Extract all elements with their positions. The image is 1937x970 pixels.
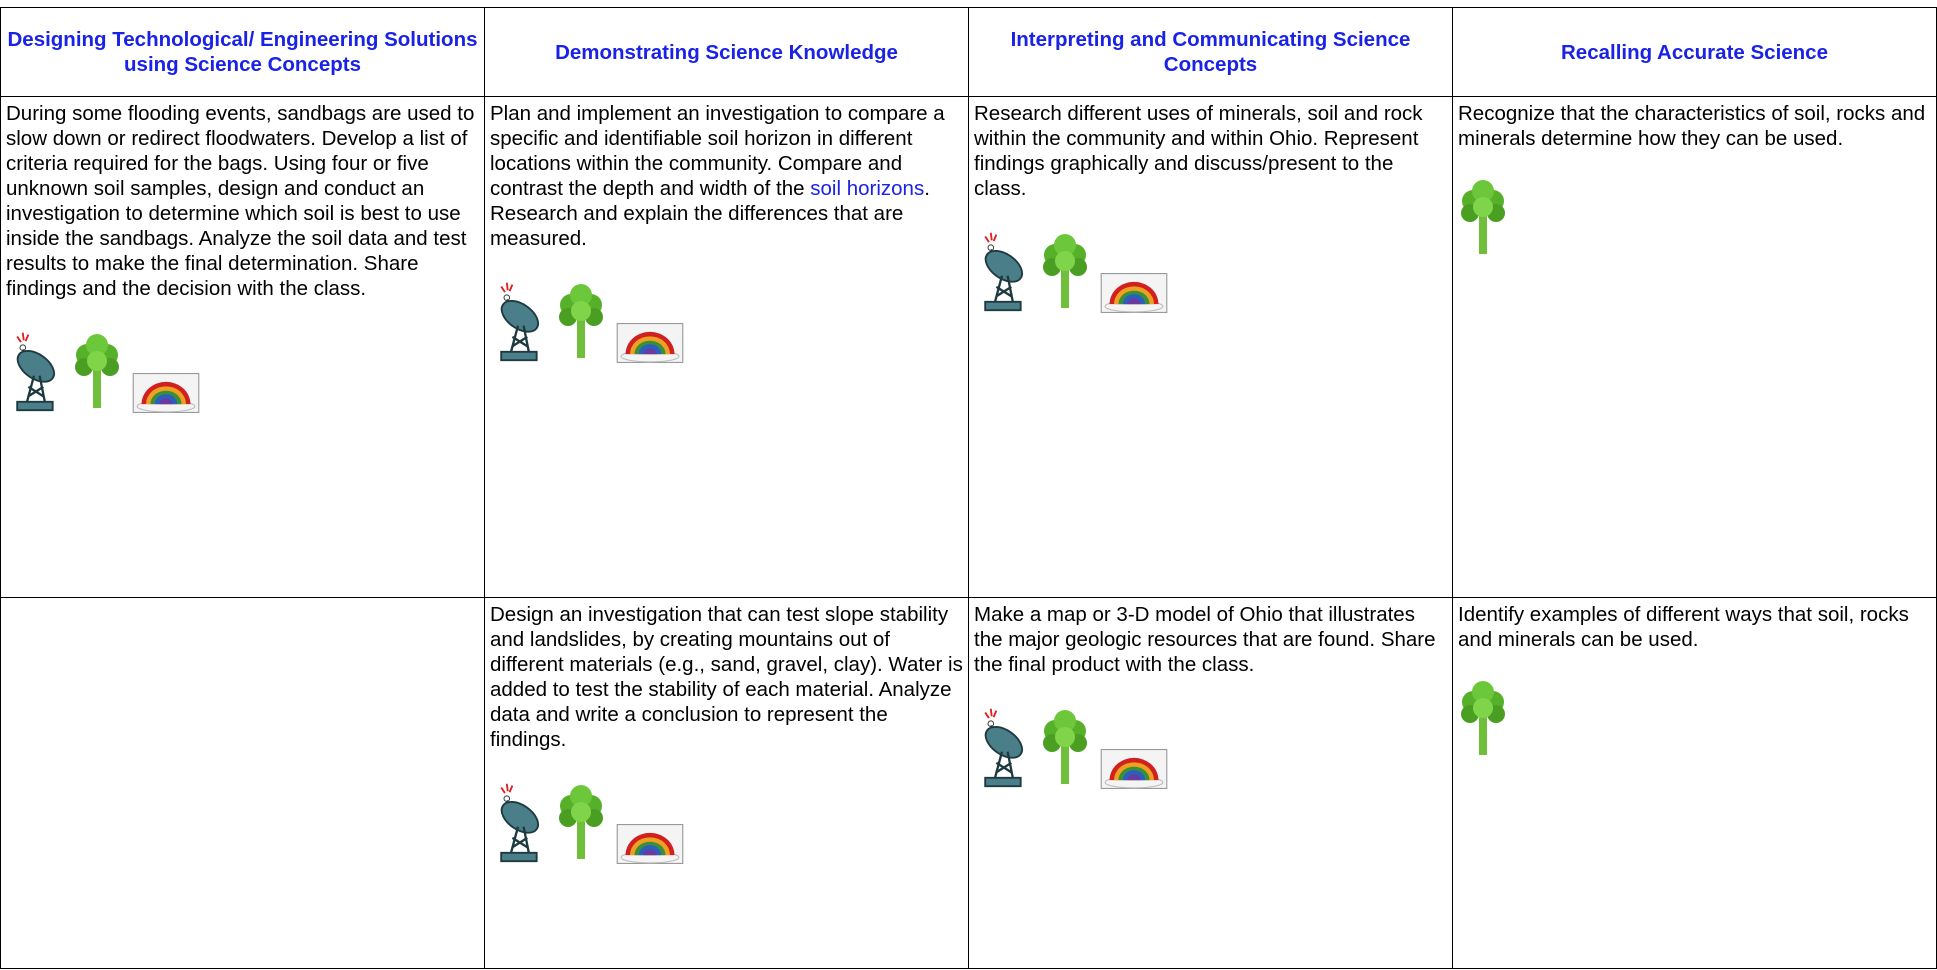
- gauge-icon: [616, 323, 684, 363]
- table-cell: Make a map or 3-D model of Ohio that ill…: [968, 597, 1453, 969]
- satellite-icon: [490, 279, 546, 363]
- header-cell: Interpreting and Communicating Science C…: [968, 7, 1453, 97]
- table-cell: Design an investigation that can test sl…: [484, 597, 969, 969]
- table-cell: Identify examples of different ways that…: [1452, 597, 1937, 969]
- tree-icon: [556, 784, 606, 864]
- cell-text: Design an investigation that can test sl…: [490, 603, 963, 751]
- icon-group: [1458, 680, 1931, 760]
- cell-text: Make a map or 3-D model of Ohio that ill…: [974, 603, 1436, 676]
- header-cell: Recalling Accurate Science: [1452, 7, 1937, 97]
- tree-icon: [1458, 179, 1508, 259]
- icon-group: [490, 279, 963, 363]
- satellite-icon: [974, 229, 1030, 313]
- icon-group: [974, 229, 1447, 313]
- table-cell: During some flooding events, sandbags ar…: [0, 96, 485, 598]
- satellite-icon: [974, 705, 1030, 789]
- table-cell: Recognize that the characteristics of so…: [1452, 96, 1937, 598]
- header-row: Designing Technological/ Engineering Sol…: [0, 7, 1937, 97]
- text: Plan and implement an investigation to c…: [490, 102, 945, 200]
- icon-group: [974, 705, 1447, 789]
- cell-text: Recognize that the characteristics of so…: [1458, 102, 1926, 150]
- header-cell: Demonstrating Science Knowledge: [484, 7, 969, 97]
- gauge-icon: [132, 373, 200, 413]
- tree-icon: [72, 333, 122, 413]
- tree-icon: [556, 283, 606, 363]
- gauge-icon: [1100, 749, 1168, 789]
- icon-group: [490, 780, 963, 864]
- table-row: Design an investigation that can test sl…: [0, 597, 1937, 969]
- cell-text: Research different uses of minerals, soi…: [974, 102, 1423, 200]
- text: . Research and explain the differences t…: [490, 177, 930, 250]
- table-row: During some flooding events, sandbags ar…: [0, 96, 1937, 598]
- cell-text: During some flooding events, sandbags ar…: [6, 102, 475, 300]
- table-cell: [0, 597, 485, 969]
- satellite-icon: [6, 329, 62, 413]
- tree-icon: [1040, 709, 1090, 789]
- table-cell: Research different uses of minerals, soi…: [968, 96, 1453, 598]
- satellite-icon: [490, 780, 546, 864]
- tree-icon: [1458, 680, 1508, 760]
- icon-group: [1458, 179, 1931, 259]
- header-cell: Designing Technological/ Engineering Sol…: [0, 7, 485, 97]
- link[interactable]: soil horizons: [810, 177, 925, 200]
- gauge-icon: [1100, 273, 1168, 313]
- table-cell: Plan and implement an investigation to c…: [484, 96, 969, 598]
- standards-table: Designing Technological/ Engineering Sol…: [0, 7, 1937, 969]
- cell-text: Plan and implement an investigation to c…: [490, 101, 963, 251]
- icon-group: [6, 329, 479, 413]
- page-body: Designing Technological/ Engineering Sol…: [0, 7, 1937, 970]
- tree-icon: [1040, 233, 1090, 313]
- gauge-icon: [616, 824, 684, 864]
- cell-text: Identify examples of different ways that…: [1458, 603, 1909, 651]
